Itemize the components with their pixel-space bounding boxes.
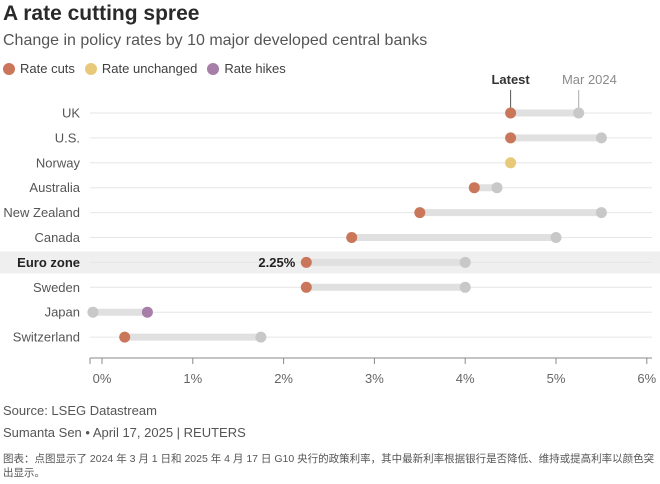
legend: Rate cuts Rate unchanged Rate hikes [3, 61, 296, 76]
dot-previous [550, 232, 562, 243]
legend-item-hikes: Rate hikes [207, 61, 286, 76]
dot-latest [300, 281, 312, 293]
category-label: Australia [29, 180, 80, 195]
highlight-value-label: 2.25% [258, 255, 295, 270]
dot-latest [468, 182, 480, 194]
category-label: Japan [45, 305, 80, 320]
dot-previous [87, 306, 99, 318]
dot-previous [595, 132, 607, 144]
source-note: Source: LSEG Datastream [3, 403, 157, 418]
dot-previous [573, 107, 585, 119]
x-tick-label: 4% [456, 371, 475, 386]
legend-item-cuts: Rate cuts [3, 61, 75, 76]
x-tick-label: 0% [93, 371, 112, 386]
legend-swatch-unchanged [84, 62, 97, 75]
category-label: Sweden [33, 280, 80, 295]
x-tick-label: 2% [274, 371, 293, 386]
legend-swatch-cuts [3, 62, 15, 75]
x-tick-label: 5% [547, 371, 566, 386]
legend-label-hikes: Rate hikes [224, 61, 286, 76]
dot-latest [505, 132, 517, 144]
category-label: New Zealand [3, 205, 80, 220]
dot-previous [459, 256, 471, 268]
series-header-previous: Mar 2024 [562, 72, 617, 87]
category-label: Switzerland [13, 330, 80, 345]
dot-latest [346, 232, 358, 243]
dot-latest [505, 107, 517, 119]
x-tick-label: 3% [365, 371, 384, 386]
chart-subtitle: Change in policy rates by 10 major devel… [3, 32, 428, 49]
dot-latest [300, 256, 312, 268]
credit-line: Sumanta Sen • April 17, 2025 | REUTERS [3, 425, 246, 440]
legend-item-unchanged: Rate unchanged [84, 61, 198, 76]
dot-latest [505, 157, 517, 169]
category-label: Canada [34, 230, 80, 245]
dot-previous [595, 207, 607, 219]
category-label: UK [62, 106, 80, 121]
series-header-latest: Latest [491, 72, 530, 87]
dot-previous [459, 281, 471, 293]
legend-label-unchanged: Rate unchanged [101, 61, 198, 76]
category-label: Euro zone [17, 255, 80, 270]
legend-label-cuts: Rate cuts [20, 61, 75, 76]
chart-plot: Latest Mar 2024 UK U.S. Norway Australia New Z… [0, 72, 660, 386]
dot-previous [255, 331, 267, 343]
legend-swatch-hikes [207, 62, 220, 75]
x-tick-label: 1% [183, 371, 202, 386]
category-label: U.S. [55, 130, 80, 145]
chart-caption: 图表：点图显示了 2024 年 3 月 1 日和 2025 年 4 月 17 日… [3, 453, 655, 479]
dot-latest [141, 306, 153, 318]
dot-latest [119, 331, 131, 343]
chart-title: A rate cutting spree [3, 2, 200, 25]
x-tick-label: 6% [637, 371, 656, 386]
category-label: Norway [36, 155, 81, 170]
dot-previous [491, 182, 503, 194]
dot-latest [414, 207, 426, 219]
